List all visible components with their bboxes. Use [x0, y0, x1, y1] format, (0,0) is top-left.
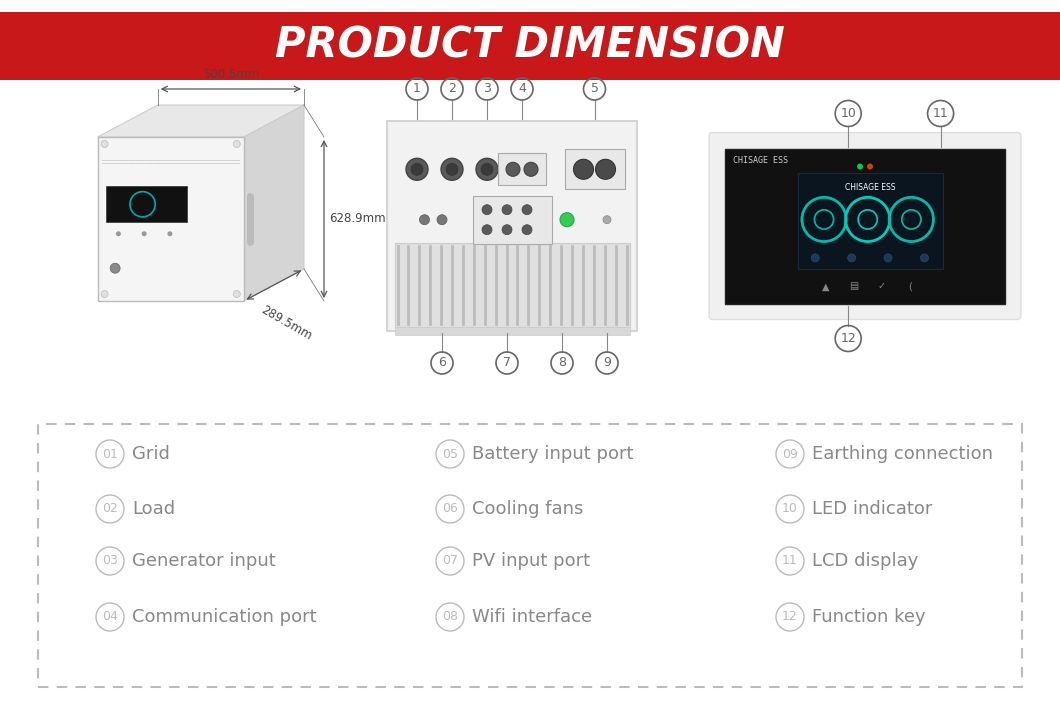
Circle shape — [506, 162, 520, 177]
Text: Battery input port: Battery input port — [472, 445, 634, 463]
FancyBboxPatch shape — [498, 153, 546, 185]
Text: PRODUCT DIMENSION: PRODUCT DIMENSION — [275, 25, 785, 67]
Text: (: ( — [907, 281, 912, 291]
Text: 9: 9 — [603, 357, 611, 369]
Text: CHISAGE ESS: CHISAGE ESS — [846, 183, 896, 192]
Circle shape — [522, 205, 532, 215]
Text: 10: 10 — [782, 503, 798, 515]
FancyBboxPatch shape — [725, 148, 1005, 303]
Circle shape — [441, 158, 463, 180]
FancyBboxPatch shape — [709, 133, 1021, 320]
Circle shape — [573, 160, 594, 179]
FancyBboxPatch shape — [0, 12, 1060, 80]
Text: 5: 5 — [590, 82, 599, 96]
Circle shape — [233, 291, 241, 298]
Text: Grid: Grid — [132, 445, 170, 463]
Text: 4: 4 — [518, 82, 526, 96]
Circle shape — [476, 158, 498, 180]
Circle shape — [116, 231, 121, 236]
Circle shape — [502, 205, 512, 215]
Circle shape — [101, 140, 108, 147]
Circle shape — [522, 225, 532, 235]
Circle shape — [420, 215, 429, 225]
Text: 02: 02 — [102, 503, 118, 515]
Text: 09: 09 — [782, 447, 798, 461]
Circle shape — [110, 263, 120, 273]
FancyBboxPatch shape — [98, 137, 244, 301]
Text: 6: 6 — [438, 357, 446, 369]
Text: 10: 10 — [841, 107, 856, 120]
Circle shape — [446, 163, 458, 175]
Circle shape — [142, 231, 146, 236]
Text: ▲: ▲ — [823, 281, 830, 291]
FancyBboxPatch shape — [106, 186, 187, 223]
Text: 08: 08 — [442, 610, 458, 623]
Text: 7: 7 — [504, 357, 511, 369]
Text: Generator input: Generator input — [132, 552, 276, 570]
Text: 04: 04 — [102, 610, 118, 623]
Circle shape — [920, 254, 929, 262]
Circle shape — [884, 254, 893, 262]
Text: 06: 06 — [442, 503, 458, 515]
Circle shape — [437, 215, 447, 225]
Circle shape — [848, 254, 855, 262]
Text: Load: Load — [132, 500, 175, 518]
Text: 03: 03 — [102, 554, 118, 567]
FancyBboxPatch shape — [473, 196, 551, 244]
Text: 8: 8 — [558, 357, 566, 369]
Text: 1: 1 — [413, 82, 421, 96]
Polygon shape — [98, 105, 304, 137]
Circle shape — [524, 162, 538, 177]
FancyBboxPatch shape — [394, 242, 630, 327]
Circle shape — [502, 225, 512, 235]
Circle shape — [811, 254, 819, 262]
FancyBboxPatch shape — [394, 327, 630, 335]
Text: Wifi interface: Wifi interface — [472, 608, 593, 626]
FancyBboxPatch shape — [565, 150, 624, 189]
Text: ✓: ✓ — [878, 281, 886, 291]
Circle shape — [233, 140, 241, 147]
Text: 01: 01 — [102, 447, 118, 461]
Circle shape — [406, 158, 428, 180]
Text: LCD display: LCD display — [812, 552, 918, 570]
Text: Cooling fans: Cooling fans — [472, 500, 583, 518]
Polygon shape — [244, 105, 304, 301]
Circle shape — [481, 163, 493, 175]
Text: LED indicator: LED indicator — [812, 500, 933, 518]
Text: 12: 12 — [841, 332, 856, 345]
Text: Earthing connection: Earthing connection — [812, 445, 993, 463]
Circle shape — [411, 163, 423, 175]
Text: 07: 07 — [442, 554, 458, 567]
Circle shape — [603, 216, 611, 224]
Circle shape — [596, 160, 616, 179]
FancyBboxPatch shape — [387, 121, 637, 331]
Text: PV input port: PV input port — [472, 552, 590, 570]
Text: ▤: ▤ — [849, 281, 859, 291]
Circle shape — [167, 231, 173, 236]
Circle shape — [560, 213, 575, 227]
Text: Function key: Function key — [812, 608, 925, 626]
Text: 3: 3 — [483, 82, 491, 96]
Bar — [38, 424, 1022, 687]
Circle shape — [867, 164, 873, 169]
Circle shape — [482, 205, 492, 215]
Text: 289.5mm: 289.5mm — [259, 303, 314, 342]
FancyBboxPatch shape — [798, 173, 943, 269]
Text: 05: 05 — [442, 447, 458, 461]
Text: CHISAGE ESS: CHISAGE ESS — [734, 156, 788, 165]
Text: 11: 11 — [933, 107, 949, 120]
Text: 11: 11 — [782, 554, 798, 567]
Text: 628.9mm: 628.9mm — [329, 213, 386, 225]
Text: 500.5mm: 500.5mm — [202, 68, 259, 81]
Circle shape — [101, 291, 108, 298]
Circle shape — [856, 164, 863, 169]
Text: 12: 12 — [782, 610, 798, 623]
Text: 2: 2 — [448, 82, 456, 96]
Circle shape — [482, 225, 492, 235]
Text: Communication port: Communication port — [132, 608, 317, 626]
